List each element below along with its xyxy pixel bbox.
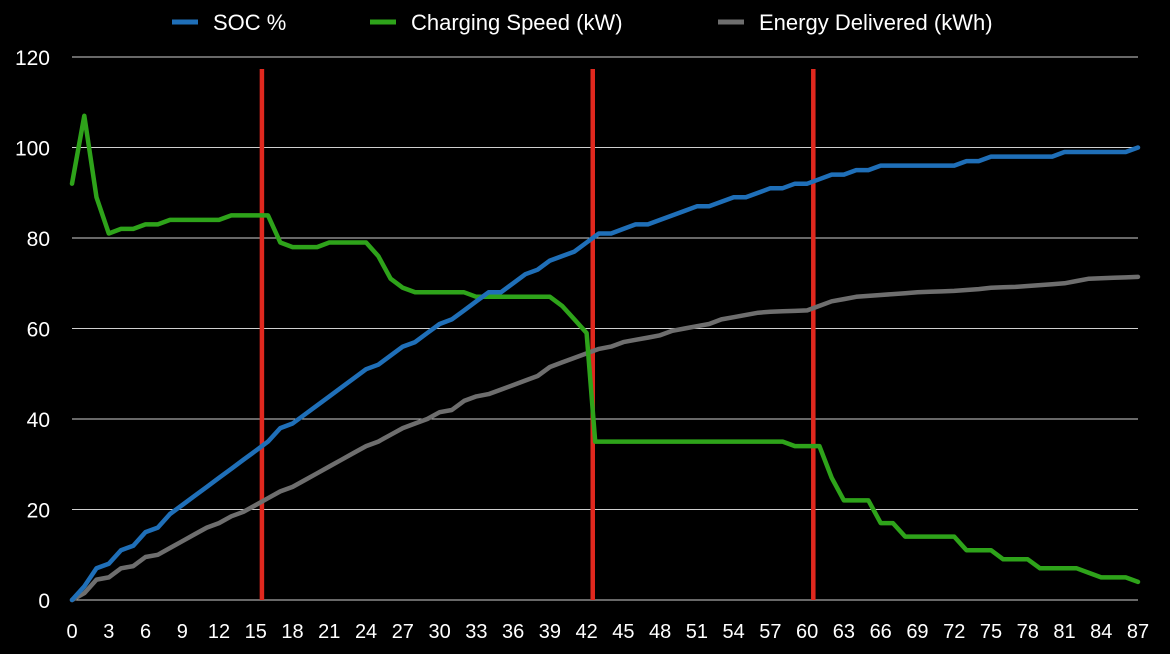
x-tick-label: 57 bbox=[759, 621, 781, 643]
x-tick-label: 72 bbox=[943, 621, 965, 643]
x-axis-ticks: 0 3 6 9 12 15 18 21 24 27 30 33 36 39 42 45 48 51 54 57 60 63… bbox=[66, 621, 1149, 643]
y-axis-ticks: 0 20 40 60 80 100 120 bbox=[15, 47, 50, 613]
x-tick-label: 66 bbox=[870, 621, 892, 643]
x-tick-label: 27 bbox=[392, 621, 414, 643]
series-lines bbox=[69, 113, 1141, 603]
y-tick-label: 120 bbox=[15, 47, 50, 70]
x-tick-label: 18 bbox=[281, 621, 303, 643]
legend-label: Energy Delivered (kWh) bbox=[759, 10, 993, 35]
x-tick-label: 24 bbox=[355, 621, 377, 643]
x-tick-label: 75 bbox=[980, 621, 1002, 643]
x-tick-label: 9 bbox=[177, 621, 188, 643]
y-tick-label: 100 bbox=[15, 138, 50, 161]
x-tick-label: 69 bbox=[906, 621, 928, 643]
series-line-1 bbox=[69, 113, 1141, 585]
x-tick-label: 0 bbox=[66, 621, 77, 643]
x-tick-label: 78 bbox=[1017, 621, 1039, 643]
y-tick-label: 60 bbox=[27, 319, 50, 342]
y-tick-label: 80 bbox=[27, 228, 50, 251]
y-tick-label: 40 bbox=[27, 409, 50, 432]
x-tick-label: 87 bbox=[1127, 621, 1149, 643]
x-tick-label: 33 bbox=[465, 621, 487, 643]
x-tick-label: 60 bbox=[796, 621, 818, 643]
x-tick-label: 21 bbox=[318, 621, 340, 643]
legend-label: Charging Speed (kW) bbox=[411, 10, 623, 35]
x-tick-label: 84 bbox=[1090, 621, 1112, 643]
x-tick-label: 54 bbox=[723, 621, 745, 643]
x-tick-label: 81 bbox=[1053, 621, 1075, 643]
x-tick-label: 42 bbox=[575, 621, 597, 643]
vertical-markers bbox=[259, 69, 816, 600]
legend-label: SOC % bbox=[213, 10, 286, 35]
y-tick-label: 20 bbox=[27, 500, 50, 523]
x-tick-label: 6 bbox=[140, 621, 151, 643]
x-tick-label: 45 bbox=[612, 621, 634, 643]
x-tick-label: 3 bbox=[103, 621, 114, 643]
x-tick-label: 36 bbox=[502, 621, 524, 643]
series-line-2 bbox=[69, 274, 1141, 603]
series-line-0 bbox=[69, 145, 1141, 603]
x-tick-label: 39 bbox=[539, 621, 561, 643]
x-tick-label: 15 bbox=[245, 621, 267, 643]
x-tick-label: 48 bbox=[649, 621, 671, 643]
x-tick-label: 63 bbox=[833, 621, 855, 643]
x-tick-label: 30 bbox=[428, 621, 450, 643]
legend: SOC % Charging Speed (kW) Energy Delivered… bbox=[172, 10, 993, 35]
y-tick-label: 0 bbox=[38, 590, 50, 613]
x-tick-label: 12 bbox=[208, 621, 230, 643]
grid-lines bbox=[72, 56, 1138, 601]
x-tick-label: 51 bbox=[686, 621, 708, 643]
